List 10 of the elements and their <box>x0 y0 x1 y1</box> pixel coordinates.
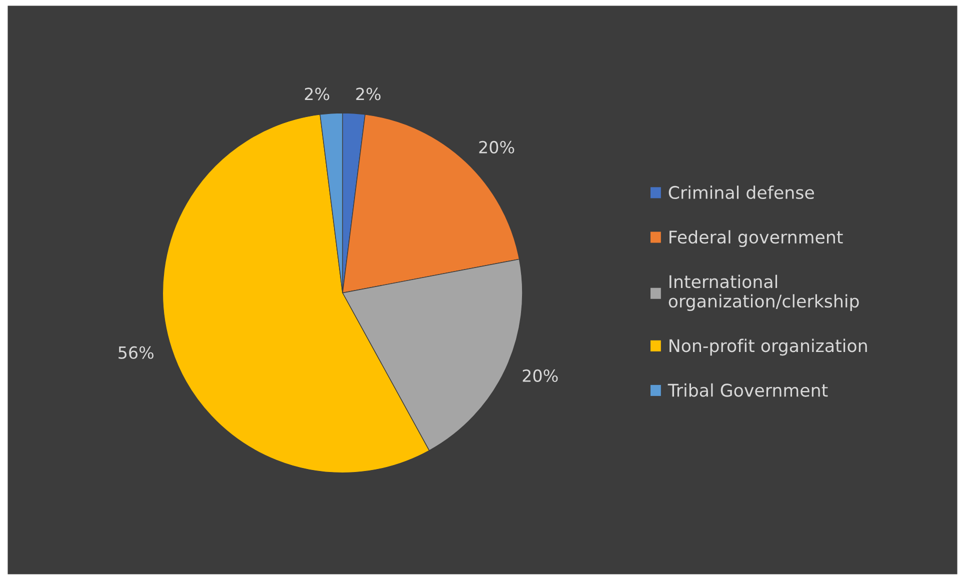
data-label: 20% <box>522 369 558 382</box>
data-label: 2% <box>304 88 330 100</box>
legend-label: Criminal defense <box>668 186 814 200</box>
legend-label: Non-profit organization <box>670 338 867 356</box>
data-label: 2% <box>356 88 381 100</box>
legend-label: Federal government <box>670 230 843 247</box>
legend-label: International organization/clerkship <box>668 274 859 312</box>
data-label: 20% <box>479 140 514 154</box>
data-label: 56% <box>118 346 154 359</box>
legend-label: Tribal Government <box>668 383 828 397</box>
